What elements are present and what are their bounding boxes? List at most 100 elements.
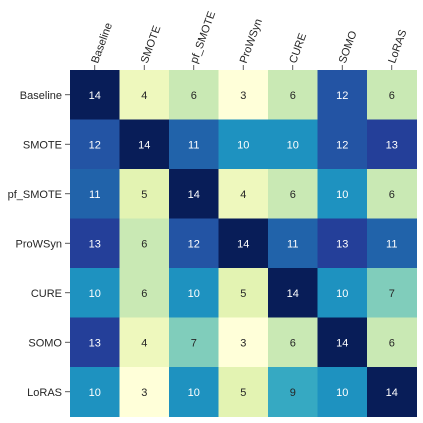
- cell-value-label: 4: [141, 90, 147, 102]
- cell-value-label: 13: [386, 139, 398, 151]
- heatmap-cell: [70, 119, 120, 170]
- cell-value-label: 10: [336, 189, 348, 201]
- cell-value-label: 6: [389, 90, 395, 102]
- heatmap-cell: [218, 317, 269, 368]
- heatmap-cell: [218, 70, 269, 120]
- heatmap-cell: [367, 119, 417, 170]
- heatmap-cell: [169, 317, 219, 368]
- cell-value-label: 10: [237, 139, 249, 151]
- heatmap-cell: [268, 317, 318, 368]
- cell-value-label: 4: [141, 337, 147, 349]
- cell-value-label: 14: [188, 189, 200, 201]
- cell-value-label: 13: [89, 337, 101, 349]
- cell-value-label: 7: [191, 337, 197, 349]
- heatmap-cell: [268, 268, 318, 318]
- heatmap-cell: [70, 268, 120, 318]
- cell-value-label: 12: [188, 238, 200, 250]
- cell-value-label: 5: [141, 189, 147, 201]
- heatmap-cell: [367, 317, 417, 368]
- heatmap-cell: [268, 218, 318, 269]
- y-tick-label: CURE: [31, 288, 62, 300]
- heatmap-cell: [367, 218, 417, 269]
- cell-value-label: 3: [240, 337, 246, 349]
- cell-value-label: 14: [138, 139, 150, 151]
- heatmap-cell: [317, 70, 368, 120]
- y-tick-label: SMOTE: [23, 139, 62, 151]
- cell-value-label: 4: [240, 189, 246, 201]
- heatmap-cell: [268, 70, 318, 120]
- cell-value-label: 13: [336, 238, 348, 250]
- heatmap-cell: [218, 169, 269, 219]
- heatmap-cell: [119, 317, 170, 368]
- heatmap-cell: [317, 218, 368, 269]
- cell-value-label: 13: [89, 238, 101, 250]
- cell-value-label: 9: [290, 387, 296, 399]
- cell-value-label: 6: [389, 337, 395, 349]
- cell-value-label: 10: [336, 288, 348, 300]
- heatmap-cell: [169, 218, 219, 269]
- cell-value-label: 10: [89, 288, 101, 300]
- heatmap-cell: [119, 268, 170, 318]
- heatmap-cell: [119, 218, 170, 269]
- cell-value-label: 6: [290, 337, 296, 349]
- cell-value-label: 14: [89, 90, 101, 102]
- y-tick-label: LoRAS: [27, 387, 62, 399]
- y-tick-label: ProWSyn: [16, 238, 62, 250]
- x-tick-label: Baseline: [89, 21, 115, 65]
- x-tick-label: SMOTE: [139, 24, 164, 65]
- x-tick-label: LoRAS: [386, 28, 409, 65]
- cell-value-label: 11: [386, 238, 397, 250]
- heatmap-cell: [268, 169, 318, 219]
- x-tick-label: pf_SMOTE: [188, 10, 218, 65]
- heatmap-cell: [317, 268, 368, 318]
- heatmap-cell: [70, 169, 120, 219]
- y-tick-label: SOMO: [28, 337, 62, 349]
- heatmap-cell: [70, 317, 120, 368]
- cell-value-label: 12: [336, 139, 348, 151]
- heatmap-cell: [367, 169, 417, 219]
- heatmap-cell: [169, 70, 219, 120]
- cell-value-label: 6: [141, 288, 147, 300]
- heatmap-cell: [169, 268, 219, 318]
- cell-value-label: 5: [240, 387, 246, 399]
- heatmap-cell: [317, 367, 368, 417]
- y-tick-label: pf_SMOTE: [8, 189, 62, 201]
- heatmap-cell: [367, 268, 417, 318]
- heatmap-cell: [268, 367, 318, 417]
- y-tick-label: Baseline: [20, 90, 62, 102]
- heatmap-cell: [317, 119, 368, 170]
- heatmap-cell: [317, 317, 368, 368]
- heatmap-cell: [367, 367, 417, 417]
- heatmap-cell: [169, 119, 219, 170]
- heatmap-cell: [218, 218, 269, 269]
- x-tick-label: CURE: [287, 32, 309, 65]
- cell-value-label: 10: [188, 387, 200, 399]
- cell-value-label: 14: [287, 288, 299, 300]
- cell-value-label: 3: [141, 387, 147, 399]
- cell-value-label: 11: [188, 139, 199, 151]
- heatmap-cell: [119, 70, 170, 120]
- cell-value-label: 10: [287, 139, 299, 151]
- heatmap-cell: [218, 119, 269, 170]
- cell-value-label: 6: [191, 90, 197, 102]
- cell-value-label: 6: [389, 189, 395, 201]
- cell-value-label: 14: [386, 387, 398, 399]
- cell-value-label: 12: [336, 90, 348, 102]
- cell-value-label: 10: [336, 387, 348, 399]
- cell-value-label: 3: [240, 90, 246, 102]
- heatmap-cell: [317, 169, 368, 219]
- heatmap-cell: [218, 268, 269, 318]
- x-tick-label: ProWSyn: [238, 17, 265, 65]
- cell-value-label: 12: [89, 139, 101, 151]
- cell-value-label: 6: [290, 90, 296, 102]
- cell-value-label: 14: [336, 337, 348, 349]
- cell-value-label: 7: [389, 288, 395, 300]
- cell-value-label: 11: [287, 238, 298, 250]
- x-tick-label: SOMO: [337, 29, 360, 65]
- cell-value-label: 10: [188, 288, 200, 300]
- heatmap-cell: [70, 367, 120, 417]
- heatmap-cell: [268, 119, 318, 170]
- heatmap-cell: [119, 169, 170, 219]
- heatmap-cell: [70, 70, 120, 120]
